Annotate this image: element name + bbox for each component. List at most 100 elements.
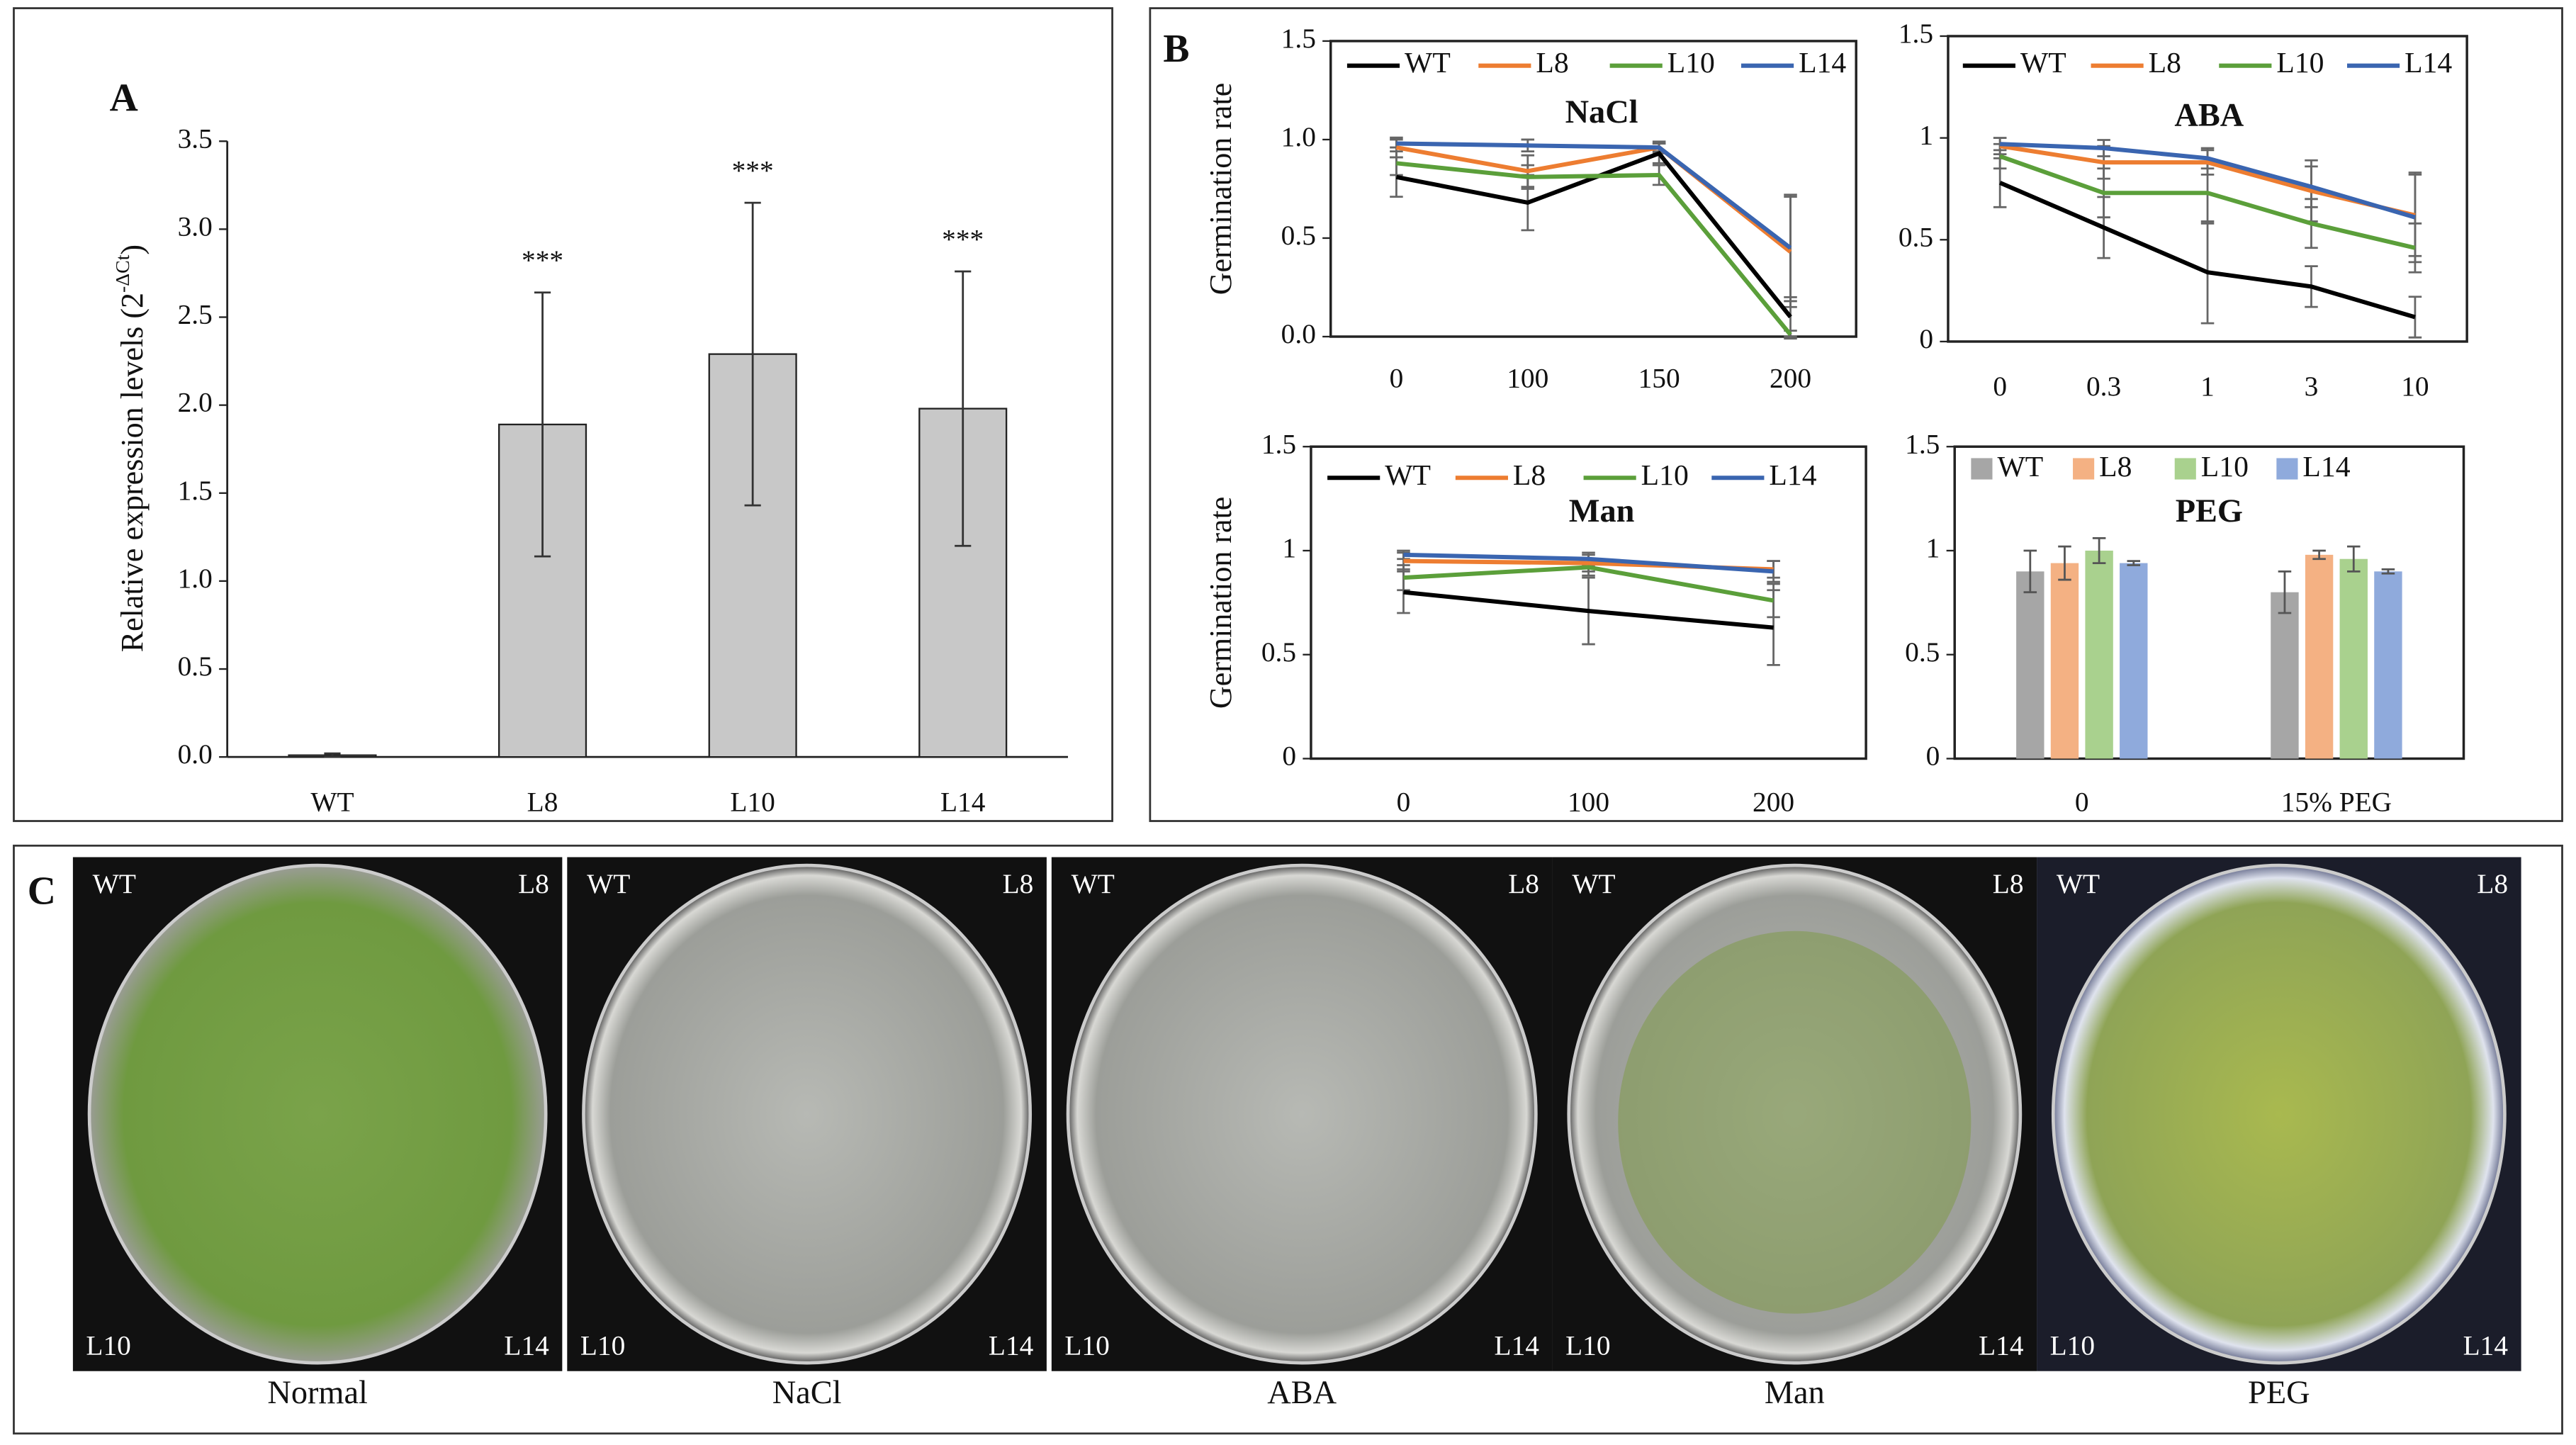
- bar: [2339, 558, 2368, 759]
- y-axis-label-part: Relative expression levels (2: [115, 293, 150, 652]
- corner-label: L8: [518, 868, 549, 899]
- corner-label: L14: [1979, 1329, 2024, 1361]
- error-bar: [2408, 296, 2422, 339]
- legend-swatch: [2073, 458, 2095, 480]
- x-tick-label: 0: [1397, 786, 1411, 817]
- line: [1403, 552, 1774, 574]
- legend-label: L14: [2302, 451, 2350, 483]
- line: [1998, 181, 2416, 320]
- plot-frame: [1310, 445, 1867, 760]
- chart-title: PEG: [2176, 493, 2243, 529]
- x-tick-label: 3: [2305, 371, 2319, 402]
- error-bar: [2023, 549, 2037, 594]
- y-tick-label: 1.0: [1281, 121, 1316, 152]
- plate-name: Normal: [267, 1375, 368, 1411]
- legend-label: L14: [2405, 47, 2452, 79]
- legend-swatch: [2276, 458, 2298, 480]
- y-tick-label: 1.5: [1899, 18, 1933, 49]
- chart-title: Man: [1569, 493, 1635, 529]
- corner-label: L8: [1003, 868, 1034, 899]
- legend-label: L8: [2149, 47, 2181, 79]
- line: [1396, 161, 1792, 337]
- panel-label: A: [110, 76, 138, 120]
- corner-label: WT: [1572, 868, 1615, 899]
- plate-name: Man: [1765, 1375, 1825, 1411]
- petri-dish: [2051, 863, 2507, 1365]
- line: [1403, 565, 1774, 603]
- error-bar: [2092, 536, 2106, 564]
- y-tick-label: 0: [1919, 323, 1933, 354]
- corner-label: WT: [93, 868, 136, 899]
- corner-label: L10: [580, 1329, 625, 1361]
- error-bar: [2312, 549, 2326, 561]
- plot-frame: [1953, 445, 2465, 760]
- panel-label: B: [1163, 27, 1189, 71]
- error-bar: [2058, 545, 2071, 581]
- x-tick-label: 0: [2075, 786, 2089, 817]
- x-tick-label: 10: [2401, 371, 2429, 402]
- line: [1395, 145, 1792, 254]
- corner-label: L14: [989, 1329, 1034, 1361]
- legend-label: L8: [1536, 47, 1568, 79]
- bar: [2016, 571, 2045, 759]
- line: [1999, 154, 2416, 250]
- y-tick-label: 0.0: [1281, 318, 1316, 349]
- x-tick-label: L8: [527, 786, 558, 817]
- y-tick-label: 1: [1282, 532, 1296, 563]
- legend-label: L10: [1667, 47, 1715, 79]
- y-tick-label: 1.5: [1905, 428, 1940, 459]
- x-tick-label: 15% PEG: [2281, 786, 2392, 817]
- y-tick-label: 0.0: [178, 738, 213, 770]
- y-tick-label: 1: [1919, 120, 1933, 151]
- y-axis-label-part: -ΔCt: [112, 254, 134, 293]
- legend-label: L14: [1799, 47, 1846, 79]
- x-tick-label: 100: [1507, 363, 1548, 394]
- bar: [2050, 563, 2079, 759]
- legend-label: WT: [1385, 459, 1431, 492]
- x-tick-label: WT: [310, 786, 354, 817]
- corner-label: WT: [587, 868, 630, 899]
- petri-dish: [582, 863, 1033, 1365]
- y-tick-label: 0.5: [1899, 221, 1933, 252]
- y-tick-label: 0: [1926, 741, 1940, 772]
- corner-label: L14: [1495, 1329, 1540, 1361]
- bar: [2374, 571, 2402, 759]
- y-tick-label: 1.5: [1261, 428, 1296, 459]
- corner-label: L8: [2477, 868, 2508, 899]
- corner-label: L8: [1993, 868, 2024, 899]
- y-tick-label: 0: [1282, 741, 1296, 772]
- y-axis-label: Germination rate: [1203, 83, 1238, 295]
- plot-frame: [1329, 40, 1857, 338]
- y-tick-label: 3.0: [178, 210, 213, 242]
- corner-label: WT: [1072, 868, 1115, 899]
- panel-label: C: [28, 870, 56, 913]
- corner-label: L10: [1565, 1329, 1610, 1361]
- x-tick-label: 0: [1993, 371, 2007, 402]
- petri-dish: [87, 863, 548, 1365]
- line: [2000, 142, 2416, 220]
- legend-label: L8: [1513, 459, 1546, 492]
- legend-label: L10: [1641, 459, 1689, 492]
- error-bar: [534, 291, 551, 558]
- seedlings: [1618, 930, 1972, 1314]
- chart-title: NaCl: [1565, 94, 1638, 130]
- legend-label: WT: [2020, 47, 2066, 79]
- bar: [2271, 592, 2299, 759]
- error-bar: [955, 270, 972, 547]
- x-tick-label: 1: [2200, 371, 2215, 402]
- legend-label: L14: [1769, 459, 1816, 492]
- x-tick-label: 150: [1638, 363, 1680, 394]
- corner-label: L14: [2463, 1329, 2509, 1361]
- corner-label: L14: [504, 1329, 549, 1361]
- significance-label: ***: [522, 244, 563, 276]
- bar: [2305, 554, 2334, 759]
- x-tick-label: 200: [1753, 786, 1794, 817]
- corner-label: L10: [86, 1329, 130, 1361]
- x-tick-label: L10: [730, 786, 775, 817]
- plate-name: PEG: [2248, 1375, 2310, 1411]
- y-tick-label: 0.5: [1281, 220, 1316, 251]
- line: [1403, 590, 1774, 630]
- corner-label: L8: [1508, 868, 1539, 899]
- line: [1396, 141, 1792, 250]
